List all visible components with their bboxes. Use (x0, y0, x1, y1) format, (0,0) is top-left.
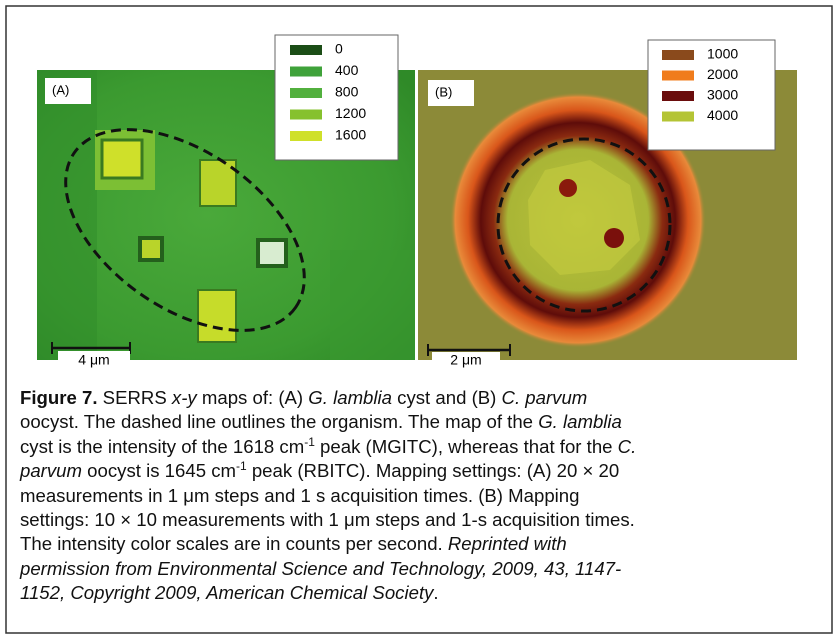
caption-text: parvum (20, 460, 82, 481)
legend-swatch (662, 91, 694, 101)
legend-swatch (662, 50, 694, 60)
caption-text: cyst is the intensity of the 1618 cm (20, 436, 304, 457)
heatmap-region (330, 250, 415, 360)
caption-text: peak (MGITC), whereas that for the (315, 436, 618, 457)
caption-text: . (433, 582, 438, 603)
legend-swatch (290, 67, 322, 77)
heatmap-hotspot (200, 160, 236, 206)
caption-text: G. lamblia (538, 411, 622, 432)
caption-line: measurements in 1 μm steps and 1 s acqui… (20, 484, 830, 508)
caption-text: SERRS (98, 387, 172, 408)
caption-line: oocyst. The dashed line outlines the org… (20, 410, 830, 434)
heatmap-hotspot (140, 238, 162, 260)
figure: (A) 4 μm 0 400 800 1200 1600 (B) 2 μm 1000 20… (0, 0, 838, 641)
legend-label: 3000 (707, 87, 738, 103)
legend-label: 800 (335, 84, 359, 100)
legend-label: 400 (335, 62, 359, 78)
caption-line: The intensity color scales are in counts… (20, 532, 830, 556)
heatmap-hotspot (102, 140, 142, 178)
legend-label: 0 (335, 41, 343, 57)
legend-label: 1000 (707, 46, 738, 62)
legend-label: 4000 (707, 107, 738, 123)
legend-label: 1600 (335, 127, 366, 143)
caption-line: permission from Environmental Science an… (20, 557, 830, 581)
legend-label: 1200 (335, 105, 366, 121)
caption: Figure 7. SERRS x-y maps of: (A) G. lamb… (20, 386, 830, 606)
heatmap-hotspot (258, 240, 286, 266)
legend-swatch (290, 110, 322, 120)
panel-label: (A) (52, 82, 69, 97)
scale-label: 4 μm (78, 352, 109, 368)
caption-line: 1152, Copyright 2009, American Chemical … (20, 581, 830, 605)
caption-text: Figure 7. (20, 387, 98, 408)
caption-text: -1 (236, 459, 247, 473)
caption-line: settings: 10 × 10 measurements with 1 μm… (20, 508, 830, 532)
legend-swatch (290, 45, 322, 55)
caption-text: Reprinted with (448, 533, 567, 554)
heatmap-hotspot (604, 228, 624, 248)
caption-text: oocyst. The dashed line outlines the org… (20, 411, 538, 432)
caption-text: G. lamblia (308, 387, 392, 408)
legend-swatch (662, 71, 694, 81)
caption-line: cyst is the intensity of the 1618 cm-1 p… (20, 435, 830, 459)
legend-swatch (290, 131, 322, 141)
caption-text: permission from Environmental Science an… (20, 558, 621, 579)
caption-text: -1 (304, 435, 315, 449)
legend-swatch (290, 88, 322, 98)
caption-text: maps of: (A) (197, 387, 309, 408)
caption-text: settings: 10 × 10 measurements with 1 μm… (20, 509, 635, 530)
panel-a: (A) 4 μm 0 400 800 1200 1600 (30, 35, 415, 371)
scale-label: 2 μm (450, 352, 481, 368)
caption-line: Figure 7. SERRS x-y maps of: (A) G. lamb… (20, 386, 830, 410)
caption-text: measurements in 1 μm steps and 1 s acqui… (20, 485, 579, 506)
caption-text: cyst and (B) (392, 387, 502, 408)
caption-text: The intensity color scales are in counts… (20, 533, 448, 554)
caption-text: peak (RBITC). Mapping settings: (A) 20 ×… (247, 460, 620, 481)
heatmap-region (37, 70, 97, 360)
caption-text: 1152, Copyright 2009, American Chemical … (20, 582, 433, 603)
caption-text: C. parvum (502, 387, 588, 408)
caption-text: x-y (172, 387, 197, 408)
caption-text: C. (618, 436, 637, 457)
heatmap-hotspot (559, 179, 577, 197)
heatmap-hotspot (198, 290, 236, 342)
legend-swatch (662, 112, 694, 122)
caption-text: oocyst is 1645 cm (82, 460, 236, 481)
legend-label: 2000 (707, 66, 738, 82)
panel-label: (B) (435, 84, 452, 99)
caption-line: parvum oocyst is 1645 cm-1 peak (RBITC).… (20, 459, 830, 483)
panel-b: (B) 2 μm 1000 2000 3000 4000 (418, 40, 797, 368)
